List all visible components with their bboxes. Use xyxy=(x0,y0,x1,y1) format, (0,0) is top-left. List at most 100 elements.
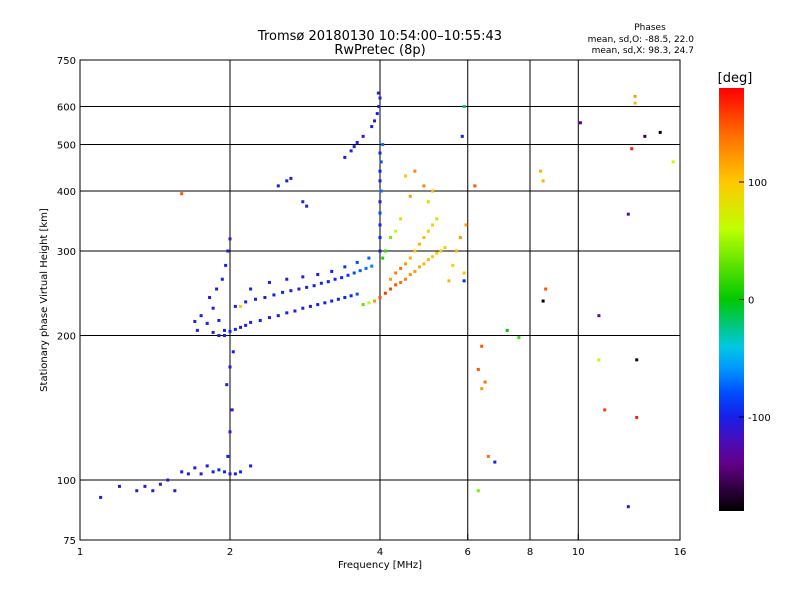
data-point xyxy=(205,464,209,468)
data-point xyxy=(193,319,197,323)
colorbar-tick-label: 0 xyxy=(748,296,754,307)
data-point xyxy=(333,277,337,281)
data-point xyxy=(249,320,253,324)
data-point xyxy=(394,283,398,287)
colorbar-tick-label: 100 xyxy=(748,178,767,189)
data-point xyxy=(293,309,297,313)
data-point xyxy=(285,277,289,281)
data-point xyxy=(226,249,230,253)
data-point xyxy=(403,174,407,178)
y-tick-label: 200 xyxy=(57,332,76,343)
stats-heading: Phases xyxy=(634,23,666,33)
y-tick-label: 300 xyxy=(57,247,76,258)
data-point xyxy=(417,242,421,246)
data-point xyxy=(228,329,232,333)
data-point xyxy=(199,472,203,476)
data-point xyxy=(378,179,382,183)
data-point xyxy=(399,280,403,284)
data-point xyxy=(426,229,430,233)
data-point xyxy=(166,478,170,482)
data-point xyxy=(217,318,221,322)
data-point xyxy=(373,299,377,303)
data-point xyxy=(462,271,466,275)
data-point xyxy=(394,271,398,275)
data-point xyxy=(272,293,276,297)
data-point xyxy=(443,246,447,250)
data-point xyxy=(626,505,630,509)
data-point xyxy=(473,184,477,188)
data-point xyxy=(462,105,466,109)
data-point xyxy=(370,125,374,129)
data-point xyxy=(399,266,403,270)
data-point xyxy=(417,265,421,269)
stats-o-line: mean, sd,O: -88.5, 22.0 xyxy=(588,35,695,45)
data-point xyxy=(186,472,190,476)
data-point xyxy=(217,334,221,338)
data-point xyxy=(211,470,215,474)
x-tick-label: 4 xyxy=(377,547,383,558)
data-point xyxy=(379,160,383,164)
x-tick-label: 1 xyxy=(77,547,83,558)
data-point xyxy=(361,134,365,138)
data-point xyxy=(431,255,435,259)
data-point xyxy=(375,112,379,116)
data-point xyxy=(215,287,219,291)
data-point xyxy=(253,297,257,301)
data-point xyxy=(228,472,232,476)
data-point xyxy=(394,229,398,233)
data-point xyxy=(276,184,280,188)
y-tick-label: 750 xyxy=(57,56,76,67)
x-tick-label: 6 xyxy=(465,547,471,558)
data-point xyxy=(151,489,155,493)
data-point xyxy=(226,454,230,458)
data-point xyxy=(633,101,637,105)
data-point xyxy=(483,380,487,384)
colorbar-tick-label: -100 xyxy=(748,413,771,424)
data-point xyxy=(343,265,347,269)
data-point xyxy=(464,223,468,227)
data-point xyxy=(643,134,647,138)
data-point xyxy=(389,277,393,281)
data-point xyxy=(633,94,637,98)
data-point xyxy=(476,367,480,371)
data-point xyxy=(233,304,237,308)
data-point xyxy=(541,179,545,183)
data-point xyxy=(671,160,675,164)
data-point xyxy=(193,466,197,470)
data-point xyxy=(143,484,147,488)
data-point xyxy=(323,301,327,305)
data-point xyxy=(517,336,521,340)
data-point xyxy=(355,292,359,296)
data-point xyxy=(289,176,293,180)
data-point xyxy=(422,184,426,188)
data-point xyxy=(281,290,285,294)
data-point xyxy=(630,147,634,151)
data-point xyxy=(343,155,347,159)
data-point xyxy=(340,276,344,280)
data-point xyxy=(493,460,497,464)
data-point xyxy=(312,284,316,288)
data-point xyxy=(158,482,162,486)
data-point xyxy=(316,273,320,277)
data-point xyxy=(476,489,480,493)
data-point xyxy=(486,454,490,458)
data-point xyxy=(135,489,139,493)
colorbar-label: [deg] xyxy=(718,71,753,86)
data-point xyxy=(458,236,462,240)
data-point xyxy=(379,189,383,193)
data-point xyxy=(378,296,382,300)
data-point xyxy=(378,169,382,173)
data-point xyxy=(336,297,340,301)
data-point xyxy=(426,258,430,262)
data-point xyxy=(383,249,387,253)
data-point xyxy=(378,249,382,253)
data-point xyxy=(635,415,639,419)
data-point xyxy=(330,299,334,303)
data-point xyxy=(431,189,435,193)
data-point xyxy=(431,223,435,227)
data-point xyxy=(326,280,330,284)
data-point xyxy=(330,269,334,273)
y-tick-label: 600 xyxy=(57,103,76,114)
plot-area: 1 2 4 6 8 10 16 75 100 200 300 400 500 600 750 xyxy=(57,56,686,558)
